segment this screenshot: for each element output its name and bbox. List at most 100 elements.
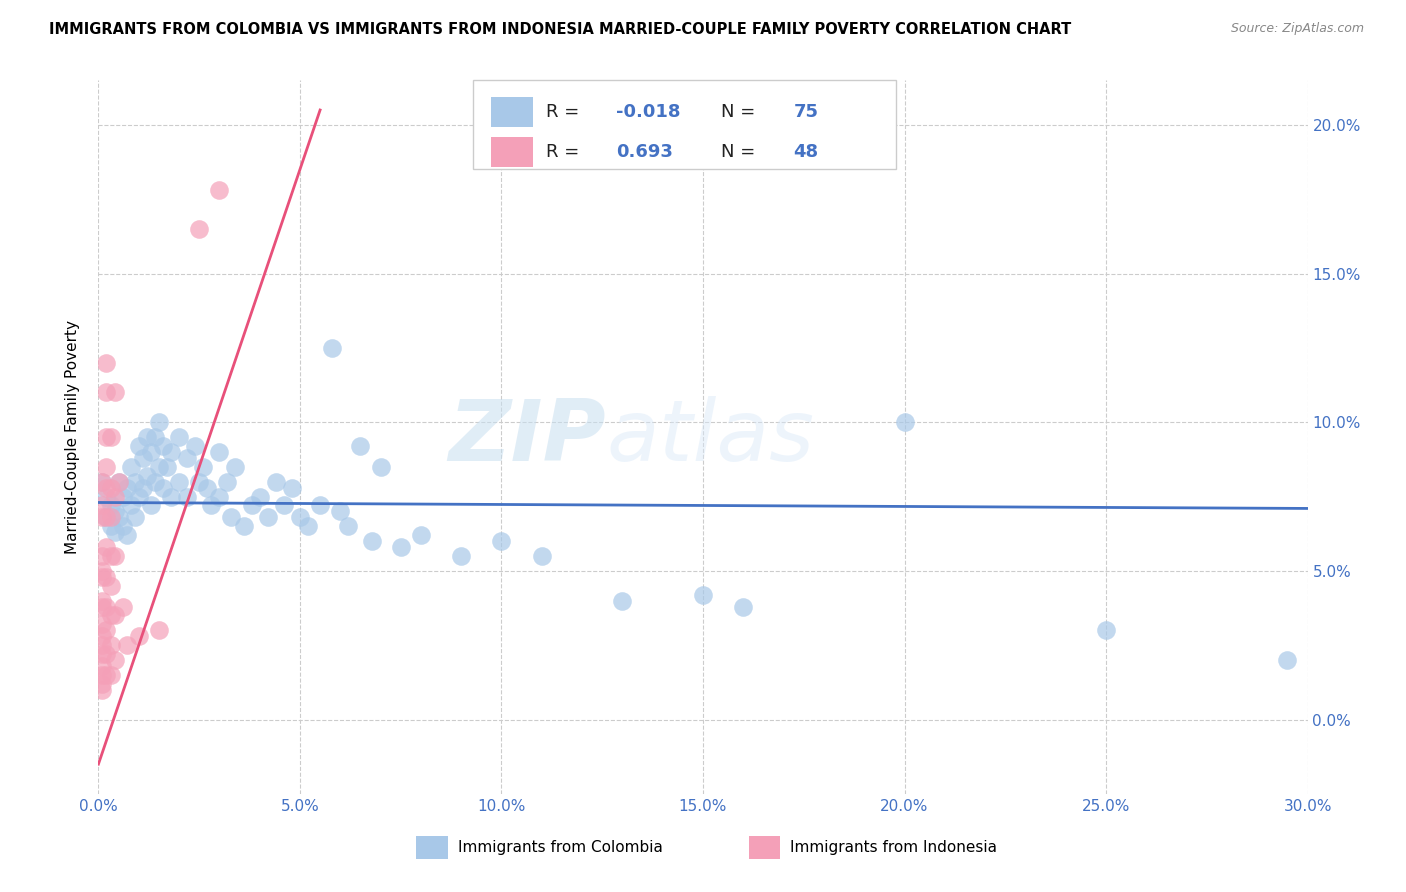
Point (232, 519, 254, 533)
Point (103, 549, 125, 563)
Point (96, 430, 118, 444)
Point (120, 499, 142, 513)
Point (224, 459, 246, 474)
Point (160, 445, 183, 459)
Point (281, 481, 304, 495)
Text: N =: N = (721, 103, 761, 120)
Point (530, 549, 553, 563)
Point (107, 510, 129, 524)
Point (103, 490, 125, 504)
Point (115, 481, 138, 495)
Point (321, 341, 343, 355)
Point (91, 629, 114, 643)
FancyBboxPatch shape (492, 136, 533, 167)
Point (115, 528, 138, 542)
Point (128, 439, 150, 453)
Point (1095, 624, 1118, 638)
Point (100, 549, 122, 563)
Point (337, 519, 360, 533)
Point (240, 499, 263, 513)
Point (152, 481, 174, 495)
Point (1277, 653, 1299, 667)
Point (100, 579, 122, 593)
Text: Immigrants from Indonesia: Immigrants from Indonesia (790, 840, 997, 855)
Point (156, 459, 179, 474)
Text: 48: 48 (793, 143, 818, 161)
Point (96, 647, 118, 661)
Text: ZIP: ZIP (449, 395, 606, 479)
Point (91, 564, 114, 578)
Point (184, 439, 207, 453)
Point (103, 608, 125, 623)
Point (132, 481, 155, 495)
Point (91, 677, 114, 691)
Point (349, 439, 371, 453)
Point (167, 475, 190, 489)
Point (100, 430, 122, 444)
Point (91, 593, 114, 607)
Point (193, 459, 215, 474)
Point (288, 510, 311, 524)
Point (135, 468, 157, 483)
Point (273, 499, 295, 513)
Point (256, 510, 278, 524)
Point (100, 519, 122, 533)
Point (100, 481, 122, 495)
Point (91, 499, 114, 513)
Text: 0.693: 0.693 (616, 143, 673, 161)
Point (100, 638, 122, 652)
Text: IMMIGRANTS FROM COLOMBIA VS IMMIGRANTS FROM INDONESIA MARRIED-COUPLE FAMILY POVE: IMMIGRANTS FROM COLOMBIA VS IMMIGRANTS F… (49, 22, 1071, 37)
Point (264, 475, 287, 489)
Point (132, 450, 155, 465)
FancyBboxPatch shape (492, 96, 533, 127)
Point (91, 510, 114, 524)
Point (188, 222, 211, 236)
Text: 75: 75 (793, 103, 818, 120)
Point (107, 475, 129, 489)
Point (217, 475, 239, 489)
Point (100, 510, 122, 524)
Point (143, 475, 166, 489)
Point (139, 499, 162, 513)
Point (249, 490, 271, 504)
Point (188, 475, 211, 489)
Point (103, 385, 125, 400)
Point (111, 599, 134, 614)
Text: R =: R = (546, 103, 585, 120)
Point (103, 504, 125, 518)
Point (139, 445, 162, 459)
Point (100, 608, 122, 623)
Text: -0.018: -0.018 (616, 103, 681, 120)
Point (893, 415, 915, 429)
Point (195, 481, 218, 495)
Point (96, 459, 118, 474)
Point (612, 593, 634, 607)
Point (96, 624, 118, 638)
FancyBboxPatch shape (749, 836, 780, 859)
Point (152, 439, 174, 453)
Text: N =: N = (721, 143, 761, 161)
Point (143, 430, 166, 444)
Point (124, 475, 146, 489)
Point (96, 540, 118, 554)
Point (100, 668, 122, 682)
Point (96, 510, 118, 524)
Point (96, 481, 118, 495)
Point (124, 510, 146, 524)
Point (128, 629, 150, 643)
Point (91, 617, 114, 632)
Point (135, 430, 157, 444)
Point (111, 519, 134, 533)
Y-axis label: Married-Couple Family Poverty: Married-Couple Family Poverty (65, 320, 80, 554)
Point (91, 638, 114, 652)
Point (208, 490, 231, 504)
Point (160, 490, 183, 504)
Point (128, 490, 150, 504)
Point (96, 668, 118, 682)
Point (329, 504, 352, 518)
Point (96, 599, 118, 614)
Point (91, 647, 114, 661)
Point (96, 356, 118, 370)
Point (148, 415, 170, 429)
Point (91, 570, 114, 584)
